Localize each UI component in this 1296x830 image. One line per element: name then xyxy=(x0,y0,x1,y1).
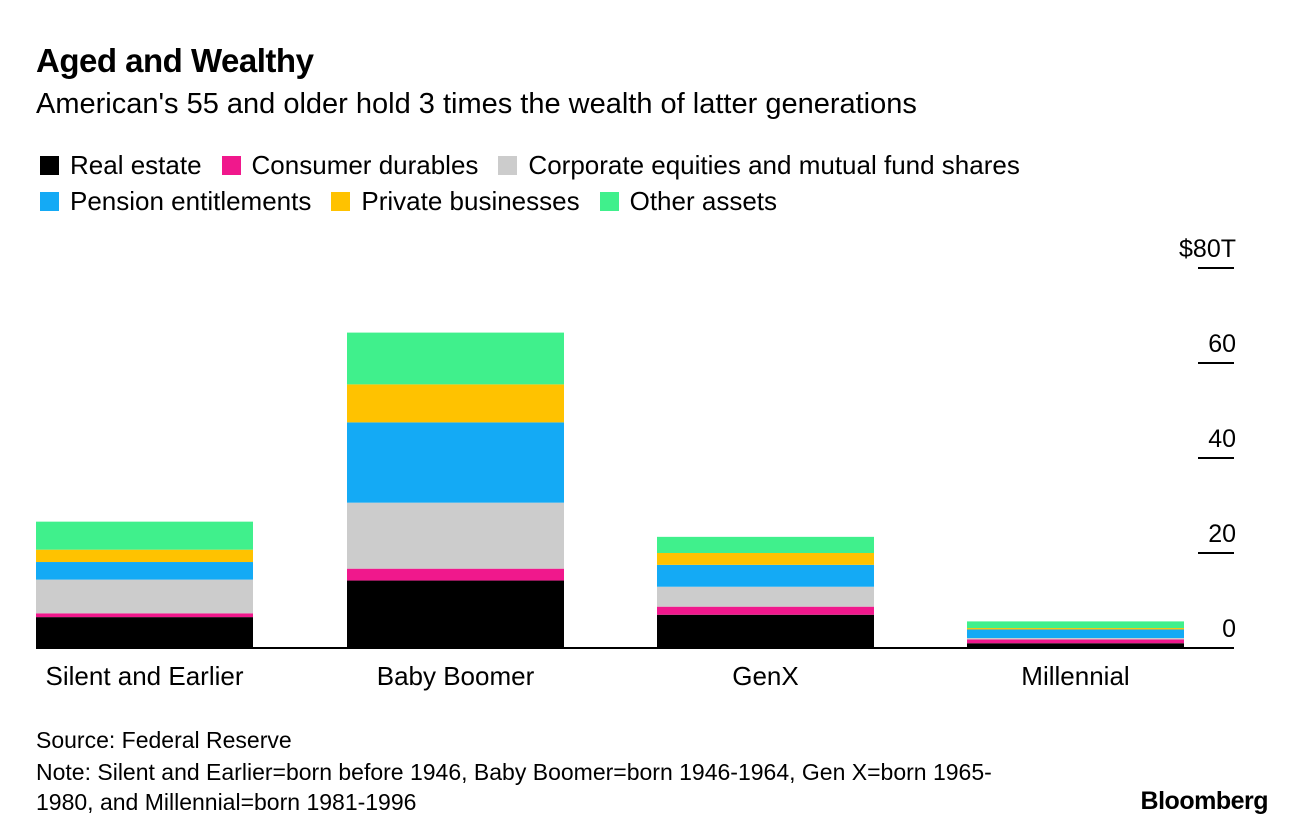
legend-swatch-consumer-durables xyxy=(221,156,241,175)
legend-swatch-real-estate xyxy=(40,156,59,175)
bar-baby-boomer-real-estate xyxy=(347,580,564,648)
legend-item-consumer-durables: Consumer durables xyxy=(221,150,479,181)
legend-swatch-corporate-equities xyxy=(498,156,518,175)
bar-millennial-corporate-equities-and-mutual-fund-shares xyxy=(967,638,1184,640)
y-tick-label-80: $80T xyxy=(1179,235,1236,263)
legend-swatch-private-businesses xyxy=(331,192,351,211)
bar-millennial-real-estate xyxy=(967,643,1184,648)
bar-baby-boomer-private-businesses xyxy=(347,384,564,423)
bar-genx-corporate-equities-and-mutual-fund-shares xyxy=(657,586,874,607)
bloomberg-logo: Bloomberg xyxy=(1140,787,1269,815)
bar-silent-and-earlier-private-businesses xyxy=(36,549,253,563)
legend-item-real-estate: Real estate xyxy=(40,150,202,181)
legend-label-corporate-equities: Corporate equities and mutual fund share… xyxy=(528,150,1020,180)
bar-millennial-pension-entitlements xyxy=(967,629,1184,639)
bar-silent-and-earlier-corporate-equities-and-mutual-fund-shares xyxy=(36,579,253,614)
legend-label-pension-entitlements: Pension entitlements xyxy=(70,186,312,216)
legend-item-pension-entitlements: Pension entitlements xyxy=(40,186,311,217)
x-tick-label-genx: GenX xyxy=(732,661,799,691)
x-tick-label-millennial: Millennial xyxy=(1021,661,1129,691)
bar-genx-consumer-durables xyxy=(657,606,874,615)
chart-subtitle: American's 55 and older hold 3 times the… xyxy=(36,88,917,120)
bar-millennial-other-assets xyxy=(967,621,1184,629)
bar-silent-and-earlier-pension-entitlements xyxy=(36,562,253,580)
legend-row-2: Pension entitlements Private businesses … xyxy=(40,186,797,217)
x-tick-label-baby-boomer: Baby Boomer xyxy=(377,661,535,691)
bar-baby-boomer-corporate-equities-and-mutual-fund-shares xyxy=(347,502,564,569)
bar-millennial-private-businesses xyxy=(967,628,1184,630)
source-text: Source: Federal Reserve xyxy=(36,727,292,753)
legend-item-other-assets: Other assets xyxy=(599,186,778,217)
legend-label-real-estate: Real estate xyxy=(70,150,202,180)
bar-genx-pension-entitlements xyxy=(657,564,874,587)
y-tick-label-0: 0 xyxy=(1222,615,1236,643)
legend-label-consumer-durables: Consumer durables xyxy=(251,150,479,180)
bar-genx-real-estate xyxy=(657,614,874,648)
bar-silent-and-earlier-real-estate xyxy=(36,617,253,648)
chart-title: Aged and Wealthy xyxy=(36,42,314,79)
bar-millennial-consumer-durables xyxy=(967,639,1184,644)
legend-item-private-businesses: Private businesses xyxy=(331,186,580,217)
legend-swatch-pension-entitlements xyxy=(40,192,59,211)
bar-baby-boomer-consumer-durables xyxy=(347,568,564,581)
bar-silent-and-earlier-other-assets xyxy=(36,521,253,550)
note-text: Note: Silent and Earlier=born before 194… xyxy=(36,759,992,815)
y-tick-label-40: 40 xyxy=(1208,425,1236,453)
legend-label-other-assets: Other assets xyxy=(629,186,778,216)
legend-item-corporate-equities: Corporate equities and mutual fund share… xyxy=(498,150,1020,181)
y-tick-label-20: 20 xyxy=(1208,520,1236,548)
bar-silent-and-earlier-consumer-durables xyxy=(36,613,253,618)
x-tick-label-silent-and-earlier: Silent and Earlier xyxy=(46,661,244,691)
bar-genx-other-assets xyxy=(657,536,874,553)
y-tick-label-60: 60 xyxy=(1208,330,1236,358)
legend-swatch-other-assets xyxy=(599,192,619,211)
bar-baby-boomer-pension-entitlements xyxy=(347,422,564,503)
bar-baby-boomer-other-assets xyxy=(347,332,564,385)
legend-label-private-businesses: Private businesses xyxy=(361,186,580,216)
legend-row-1: Real estate Consumer durables Corporate … xyxy=(40,150,1040,181)
bar-genx-private-businesses xyxy=(657,553,874,565)
